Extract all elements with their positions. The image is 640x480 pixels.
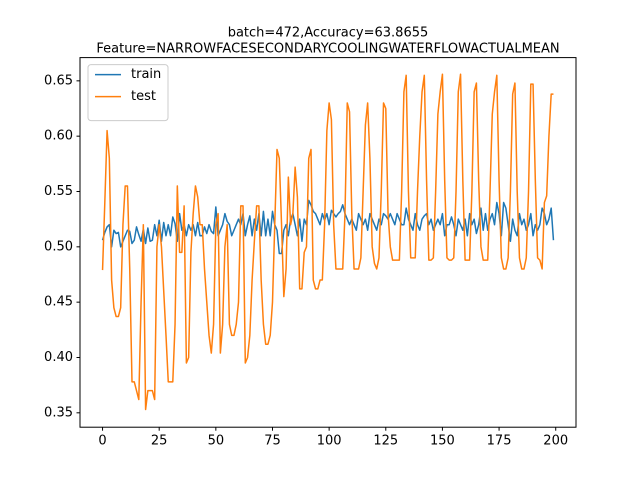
y-tick-label: 0.55 [44,184,73,199]
x-tick-label: 0 [98,434,106,449]
legend-label: train [131,67,161,82]
legend-box [87,64,169,122]
y-tick-label: 0.65 [44,73,73,88]
chart-subtitle: Feature=NARROWFACESECONDARYCOOLINGWATERF… [96,42,559,57]
legend: train test [87,64,169,122]
x-tick-label: 125 [373,434,398,449]
x-tick-label: 50 [208,434,225,449]
x-tick-label: 25 [151,434,168,449]
line-series [101,199,555,255]
legend-label: test [131,89,156,104]
plot-area [101,73,555,411]
y-tick-label: 0.60 [44,129,73,144]
axes-frame [79,57,577,428]
x-tick-label: 75 [264,434,281,449]
y-tick-label: 0.50 [44,239,73,254]
y-tick-label: 0.40 [44,350,73,365]
y-tick-label: 0.45 [44,295,73,310]
y-tick-label: 0.35 [44,405,73,420]
line-series [101,73,554,411]
x-tick-label: 200 [543,434,568,449]
chart-title: batch=472,Accuracy=63.8655 [228,26,429,41]
x-tick-label: 175 [487,434,512,449]
x-tick-label: 150 [430,434,455,449]
x-tick-label: 100 [317,434,342,449]
